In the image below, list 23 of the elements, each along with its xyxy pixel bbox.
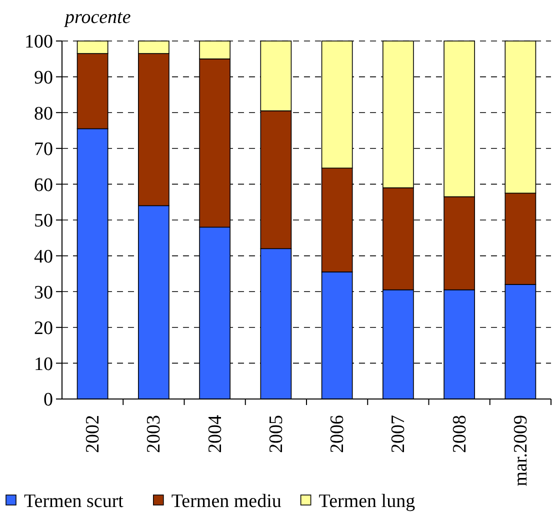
y-tick-label: 70: [34, 139, 53, 160]
legend-label: Termen scurt: [24, 491, 124, 512]
x-tick-label: 2008: [449, 415, 470, 453]
y-tick-label: 30: [34, 282, 53, 304]
y-tick-label: 80: [34, 103, 53, 124]
legend-label: Termen lung: [318, 491, 416, 512]
y-tick-label: 10: [34, 354, 53, 375]
y-tick-label: 20: [34, 318, 53, 340]
y-tick-label: 90: [34, 67, 53, 88]
x-tick-label: 2005: [266, 415, 287, 453]
x-tick-label: 2007: [388, 415, 410, 453]
y-tick-label: 40: [34, 246, 53, 268]
x-tick-label: 2003: [144, 415, 165, 453]
y-axis-title: procente: [63, 7, 131, 28]
y-tick-label: 100: [24, 32, 53, 53]
y-tick-label: 0: [44, 390, 53, 411]
x-tick-label: 2006: [327, 415, 348, 453]
x-tick-label: 2004: [204, 414, 226, 453]
y-tick-label: 50: [34, 210, 53, 232]
x-tick-label: 2002: [82, 415, 104, 453]
y-tick-label: 60: [34, 174, 53, 196]
x-tick-label: mar.2009: [510, 415, 532, 486]
legend-label: Termen mediu: [171, 491, 282, 512]
